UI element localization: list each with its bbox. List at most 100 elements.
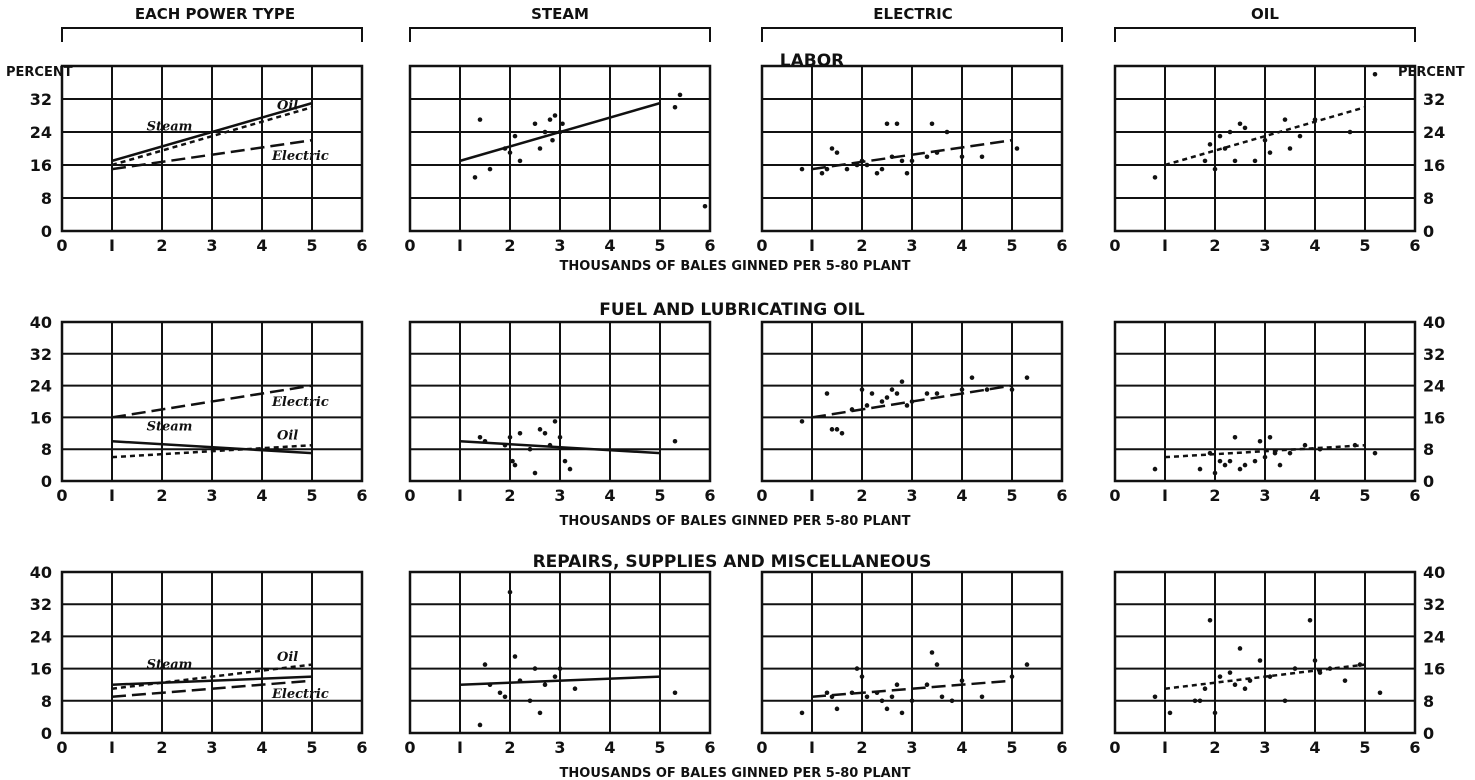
panel-3-steam: 0 I 2 3 4 5 6 [404,570,716,757]
data-point-electric [829,694,835,700]
x-tick-label: 6 [356,738,367,757]
data-point-oil [1292,666,1298,671]
column-bracket-1 [409,27,711,42]
data-point-steam [537,427,543,432]
plot-frame [60,570,364,735]
plot-frame [760,64,1064,233]
data-point-electric [984,387,990,392]
x-tick-label: 4 [256,486,267,505]
data-point-steam [572,686,578,692]
plot-frame [760,320,1064,483]
x-tick-label: 6 [356,486,367,505]
data-point-electric [909,399,915,404]
data-point-electric [834,427,840,432]
panel-1-all: 0 I 2 3 4 5 6 0 8 16 24 32 Steam Oil Electric [30,64,368,255]
data-point-oil [1237,466,1243,472]
data-point-steam [512,462,518,468]
data-point-oil [1202,158,1208,164]
data-point-steam [472,175,478,180]
y-tick-label: 0 [41,724,52,743]
data-point-steam [510,458,515,464]
data-point-electric [934,662,940,667]
data-point-electric [1014,146,1020,151]
data-point-electric [934,391,940,396]
data-point-steam [517,678,523,683]
x-tick-label: 2 [504,236,515,255]
curve-label-steam: Steam [147,119,193,134]
data-point-electric [899,379,905,384]
data-point-steam [507,434,513,440]
x-tick-label: 3 [906,236,917,255]
data-point-oil [1297,133,1303,139]
data-point-electric [889,387,895,392]
data-point-electric [909,158,915,164]
data-point-electric [959,387,965,392]
x-tick-label: 2 [1209,236,1220,255]
data-point-electric [859,387,865,392]
data-point-electric [839,431,845,436]
x-tick-label: 0 [404,486,415,505]
data-point-steam [552,419,558,424]
data-point-electric [824,690,830,696]
data-point-steam [562,458,568,464]
column-bracket-2 [761,27,1063,42]
data-point-steam [497,690,503,696]
data-point-electric [864,162,870,168]
data-point-electric [969,375,975,380]
data-point-electric [889,154,895,160]
data-point-electric [924,391,930,396]
header-oil: OIL [1251,5,1279,23]
panel-2-electric: 0 I 2 3 4 5 6 [756,320,1068,505]
data-point-oil [1167,710,1173,716]
x-tick-label: 5 [1359,738,1370,757]
x-tick-label: I [457,486,463,505]
x-tick-label: 4 [1309,738,1320,757]
column-bracket-0 [61,27,363,42]
trend-line-electric [111,384,313,419]
y-tick-label: 0 [1423,222,1434,241]
trend-line-steam [459,675,661,686]
x-tick-label: 4 [604,486,615,505]
x-tick-label: 4 [256,738,267,757]
data-point-electric [924,154,930,160]
data-point-steam [557,129,563,135]
x-tick-label: 2 [1209,738,1220,757]
y-tick-label: 32 [30,345,52,364]
data-point-steam [532,666,538,671]
y-tick-label: 16 [1423,660,1445,679]
trend-line-electric [811,139,1013,171]
curve-label-electric: Electric [271,149,329,164]
data-point-electric [979,694,985,700]
y-tick-label: 32 [30,595,52,614]
data-point-steam [552,674,558,679]
x-tick-label: 0 [404,236,415,255]
trend-line-electric [111,679,313,699]
x-tick-label: 0 [756,738,767,757]
data-point-electric [879,166,885,172]
plot-frame [1113,570,1417,735]
panel-1-steam: 0 I 2 3 4 5 6 [404,64,716,255]
data-point-electric [844,166,850,172]
y-tick-label: 8 [1423,189,1434,208]
x-tick-label: 5 [654,486,665,505]
data-point-oil [1307,618,1313,623]
data-point-oil [1302,442,1308,448]
x-tick-label: 2 [1209,486,1220,505]
y-tick-label: 24 [30,123,52,142]
y-tick-label: 8 [1423,692,1434,711]
panel-2-all: 0 I 2 3 4 5 6 0 8 16 24 32 40 Steam Oil Electric [30,313,368,505]
data-point-electric [799,166,805,172]
x-tick-label: 3 [206,486,217,505]
data-point-steam [517,158,523,164]
y-tick-label: 8 [41,440,52,459]
data-point-electric [934,150,940,155]
data-point-oil [1227,129,1233,135]
trend-line-oil [111,106,313,167]
x-tick-label: 5 [1359,486,1370,505]
data-point-oil [1347,129,1353,135]
x-tick-label: 4 [604,738,615,757]
data-point-steam [502,146,508,151]
data-point-oil [1267,674,1273,679]
curve-label-electric: Electric [271,395,329,410]
